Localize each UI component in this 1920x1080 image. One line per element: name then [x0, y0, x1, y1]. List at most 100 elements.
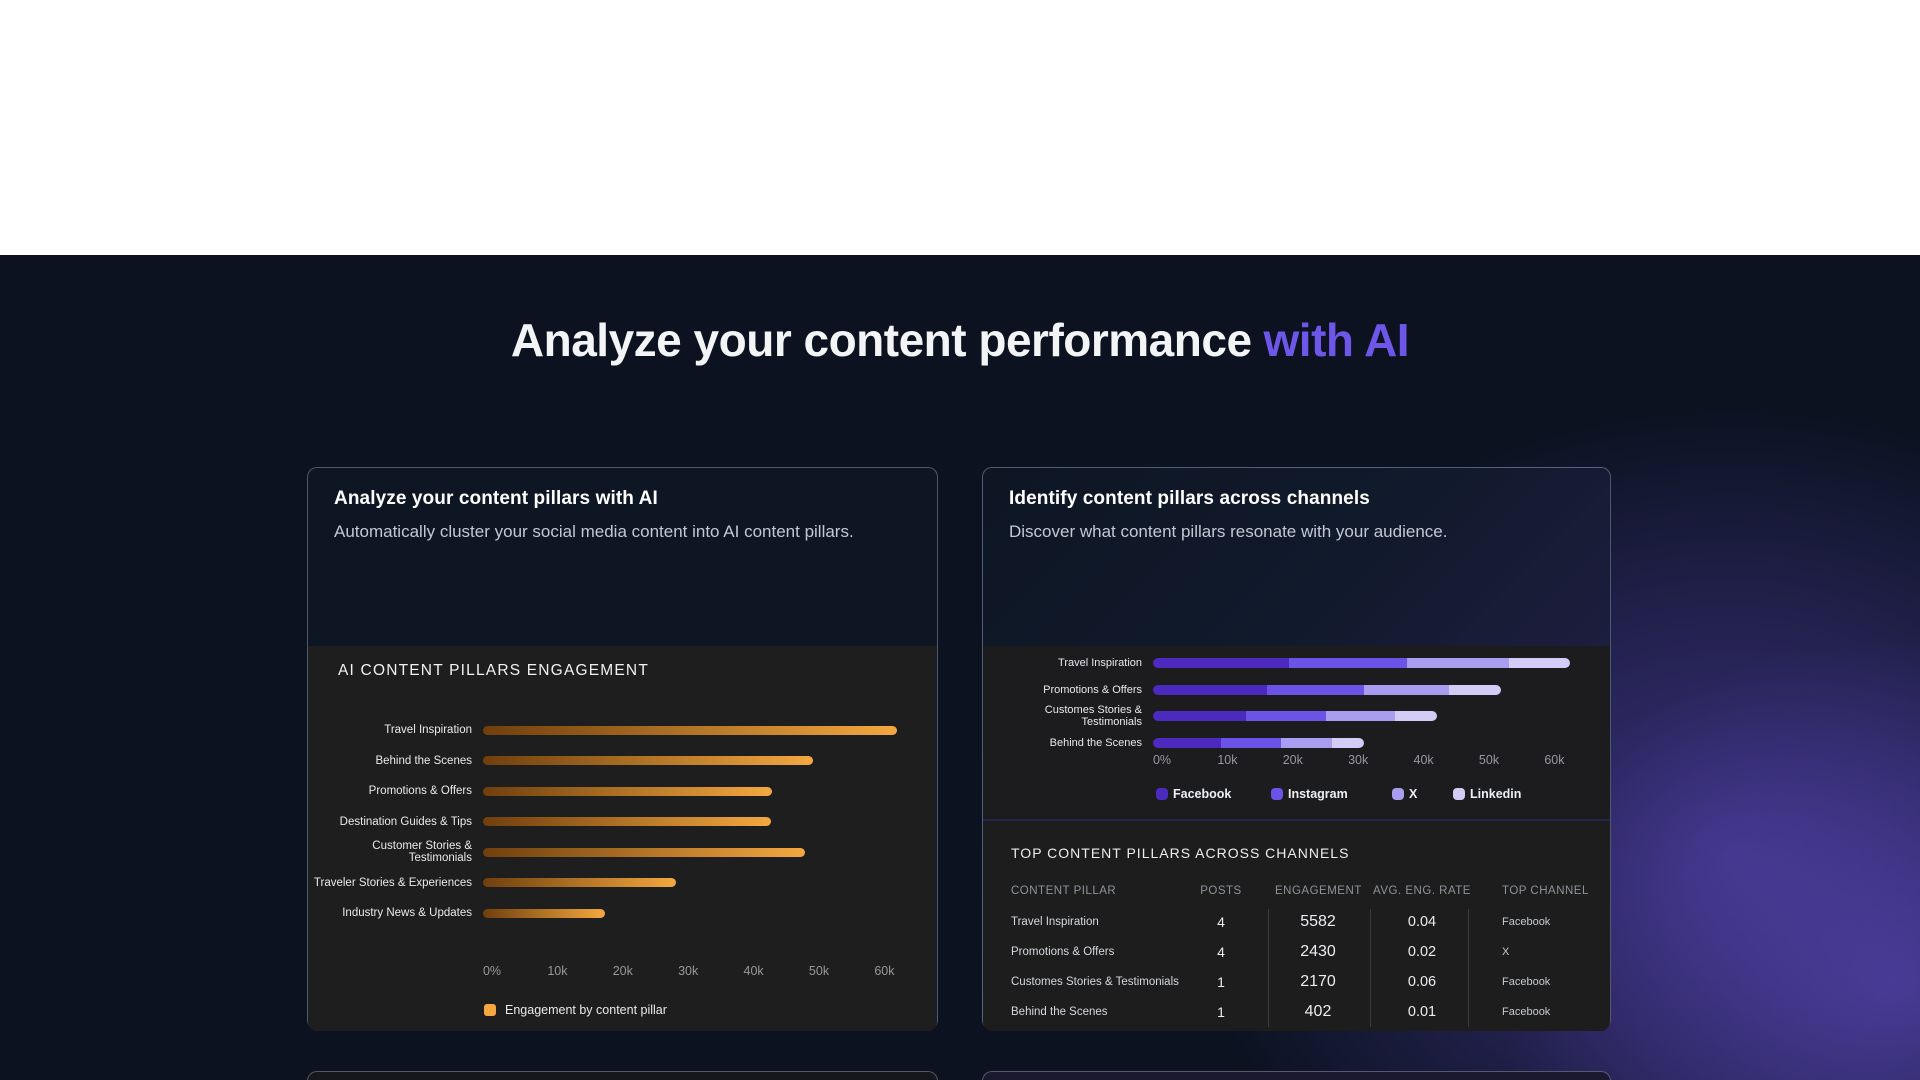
segment-x[interactable] [1281, 737, 1333, 748]
table-row: Customes Stories & Testimonials 1 2170 0.06… [983, 967, 1610, 997]
segment-instagram[interactable] [1245, 711, 1326, 722]
legend-label: X [1409, 787, 1418, 801]
bar-category-label: Behind the Scenes [1049, 736, 1142, 749]
table-cell: 1 [1217, 974, 1225, 990]
engagement-bar-row: Customer Stories & Testimonials [308, 837, 937, 868]
segment-linkedin[interactable] [1509, 658, 1571, 669]
legend-swatch [1453, 788, 1465, 800]
engagement-bar-row: Travel Inspiration [308, 715, 937, 746]
legend-item-instagram[interactable]: Instagram [1271, 787, 1348, 801]
bar-category-label: Traveler Stories & Experiences [313, 876, 472, 889]
legend-item-x[interactable]: X [1392, 787, 1417, 801]
axis-tick-label: 20k [1282, 753, 1303, 767]
x-axis: 0% 10k 20k 30k 40k 50k 60k [308, 964, 937, 979]
segment-facebook[interactable] [1153, 684, 1267, 695]
engagement-bar[interactable] [483, 817, 771, 827]
engagement-chart-panel: AI CONTENT PILLARS ENGAGEMENT Travel Ins… [308, 646, 937, 1031]
table-cell: 4 [1217, 914, 1225, 930]
legend-item-facebook[interactable]: Facebook [1156, 787, 1231, 801]
channel-bar-row: Promotions & Offers [983, 677, 1610, 704]
card-subtitle: Automatically cluster your social media … [334, 522, 854, 541]
table-body: Travel Inspiration 4 5582 0.04 Facebook Promo… [983, 907, 1610, 1027]
axis-tick-label: 0% [1152, 753, 1172, 767]
chart-legend: Facebook Instagram X Linkedin [983, 787, 1610, 803]
axis-tick-label: 50k [808, 964, 830, 978]
table-cell: Facebook [1502, 976, 1551, 988]
table-cell: 1 [1217, 1004, 1225, 1020]
axis-tick-label: 30k [1348, 753, 1369, 767]
top-pillars-table-panel: TOP CONTENT PILLARS ACROSS CHANNELS CONT… [983, 821, 1610, 1031]
segment-instagram[interactable] [1266, 684, 1364, 695]
engagement-bar[interactable] [483, 786, 773, 796]
stacked-bar [1153, 684, 1501, 695]
engagement-bar[interactable] [483, 908, 605, 918]
channel-bar-row: Behind the Scenes [983, 730, 1610, 757]
legend-swatch [1156, 788, 1168, 800]
engagement-bar-row: Behind the Scenes [308, 746, 937, 777]
axis-tick-label: 50k [1478, 753, 1500, 767]
bar-category-label: Promotions & Offers [368, 785, 472, 798]
column-divider [1370, 909, 1371, 1027]
segment-linkedin[interactable] [1448, 684, 1501, 695]
card-title: Identify content pillars across channels [1009, 488, 1370, 509]
segment-linkedin[interactable] [1332, 737, 1365, 748]
table-header-cell: AVG. ENG. RATE [1373, 885, 1471, 897]
bar-category-label: Customes Stories & Testimonials [1044, 704, 1142, 729]
table-title: TOP CONTENT PILLARS ACROSS CHANNELS [1011, 845, 1350, 861]
chart-title: AI CONTENT PILLARS ENGAGEMENT [338, 662, 649, 679]
legend-item-linkedin[interactable]: Linkedin [1453, 787, 1521, 801]
legend-label: Instagram [1288, 787, 1348, 801]
engagement-bar[interactable] [483, 847, 805, 857]
section-heading: Analyze your content performance with AI [0, 314, 1920, 367]
table-header-cell: CONTENT PILLAR [1011, 885, 1117, 897]
bar-category-label: Travel Inspiration [384, 724, 472, 737]
segment-instagram[interactable] [1221, 737, 1282, 748]
segment-facebook[interactable] [1153, 737, 1221, 748]
channel-bar-row: Customes Stories & Testimonials [983, 703, 1610, 730]
legend-swatch [1392, 788, 1404, 800]
segment-facebook[interactable] [1153, 658, 1289, 669]
bar-category-label: Industry News & Updates [342, 907, 472, 920]
segment-linkedin[interactable] [1394, 711, 1437, 722]
card-partial-left [307, 1071, 938, 1080]
axis-tick-label: 30k [678, 964, 699, 978]
bar-category-label: Customer Stories & Testimonials [372, 840, 472, 865]
table-row: Travel Inspiration 4 5582 0.04 Facebook [983, 907, 1610, 937]
card-pillars-engagement: Analyze your content pillars with AI Aut… [307, 467, 938, 1031]
engagement-bar[interactable] [483, 878, 676, 888]
legend-label: Linkedin [1470, 787, 1522, 801]
segment-x[interactable] [1325, 711, 1395, 722]
table-cell: Facebook [1502, 1006, 1551, 1018]
table-cell: 0.04 [1407, 914, 1437, 930]
table-cell: 2430 [1300, 943, 1336, 960]
table-cell: Facebook [1502, 916, 1551, 928]
segment-facebook[interactable] [1153, 711, 1246, 722]
segment-instagram[interactable] [1289, 658, 1407, 669]
table-cell: 0.06 [1407, 974, 1437, 990]
engagement-bar[interactable] [483, 725, 897, 735]
card-pillars-channels: Identify content pillars across channels… [982, 467, 1611, 1031]
table-cell: Customes Stories & Testimonials [1011, 976, 1179, 988]
stacked-bar-chart: Travel Inspiration Promotions & Offers Cus… [983, 650, 1610, 756]
axis-tick-label: 10k [547, 964, 568, 978]
axis-tick-label: 40k [1413, 753, 1434, 767]
table-row: Behind the Scenes 1 402 0.01 Facebook [983, 997, 1610, 1027]
engagement-bar[interactable] [483, 756, 813, 766]
table-cell: Promotions & Offers [1011, 946, 1115, 958]
table-cell: Travel Inspiration [1011, 916, 1099, 928]
axis-tick-label: 60k [874, 964, 895, 978]
x-axis: 0% 10k 20k 30k 40k 50k 60k [983, 753, 1610, 768]
channels-chart-panel: Travel Inspiration Promotions & Offers Cus… [983, 646, 1610, 819]
table-cell: 4 [1217, 944, 1225, 960]
chart-legend[interactable]: Engagement by content pillar [484, 1002, 667, 1018]
table-header-row: CONTENT PILLAR POSTS ENGAGEMENT AVG. ENG. R… [983, 883, 1610, 899]
table-cell: X [1502, 946, 1510, 958]
bar-category-label: Travel Inspiration [1058, 657, 1142, 670]
segment-x[interactable] [1406, 658, 1510, 669]
card-partial-right [982, 1071, 1611, 1080]
column-divider [1268, 909, 1269, 1027]
axis-tick-label: 10k [1217, 753, 1238, 767]
segment-x[interactable] [1363, 684, 1449, 695]
bar-category-label: Behind the Scenes [375, 754, 472, 767]
